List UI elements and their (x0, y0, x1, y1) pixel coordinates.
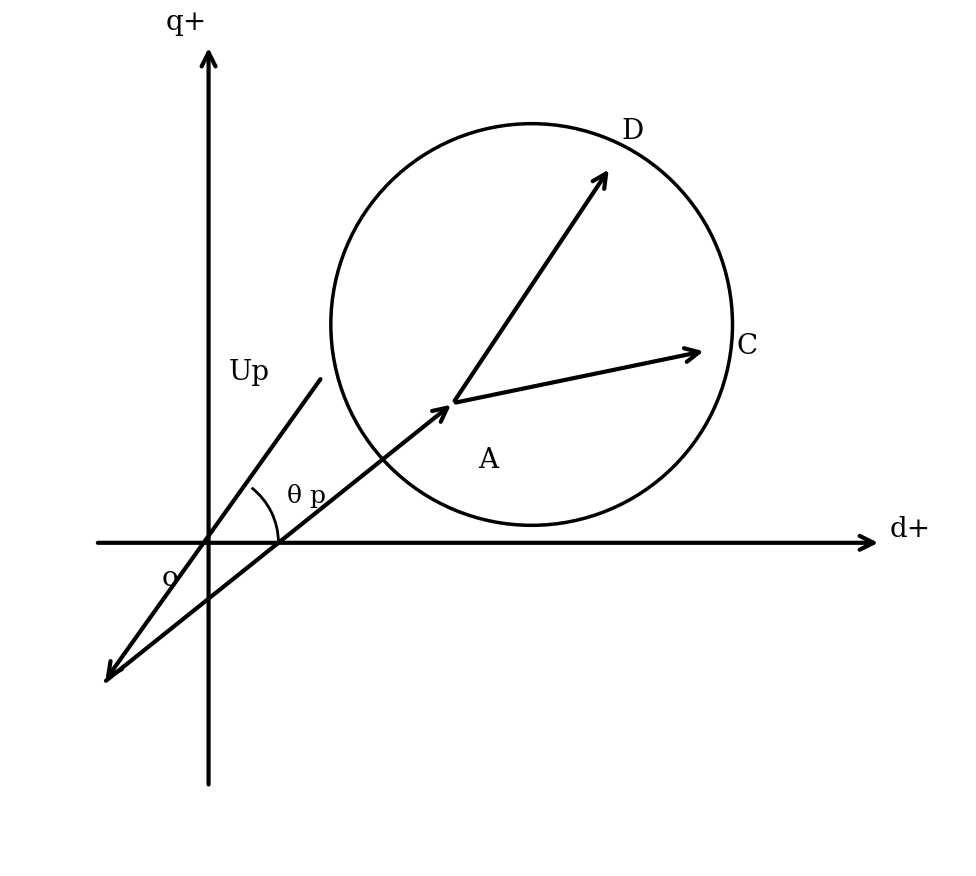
Text: o: o (161, 565, 178, 591)
Text: A: A (478, 447, 498, 474)
Text: D: D (621, 118, 643, 145)
Text: d+: d+ (890, 516, 931, 543)
Text: C: C (737, 333, 758, 360)
Text: θ p: θ p (287, 484, 326, 508)
Text: Up: Up (228, 359, 269, 386)
Text: q+: q+ (166, 10, 207, 36)
